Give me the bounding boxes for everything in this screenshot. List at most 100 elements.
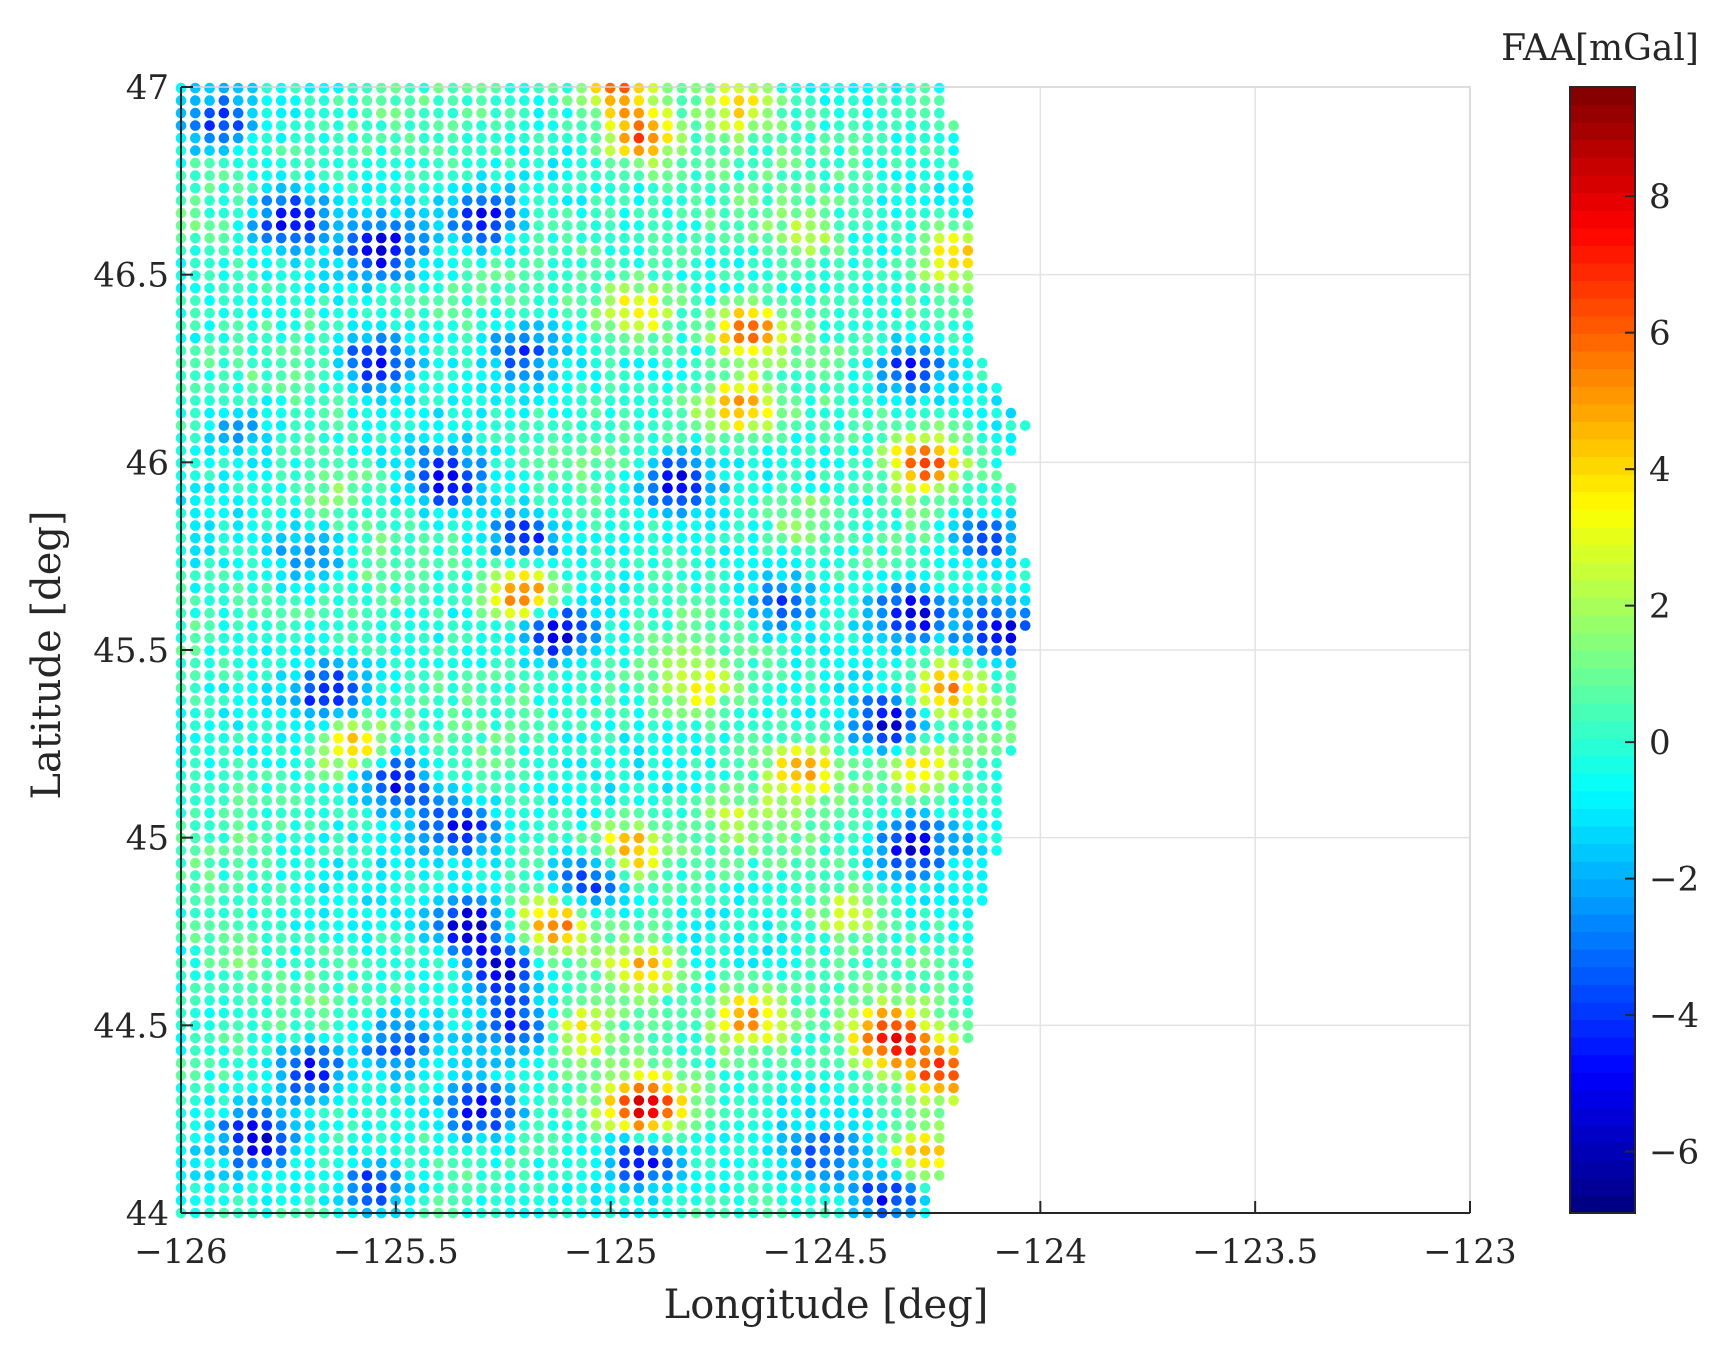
data-point — [218, 795, 230, 806]
data-point — [934, 270, 945, 281]
data-point — [562, 1045, 573, 1056]
data-point — [204, 1070, 215, 1081]
data-point — [533, 545, 544, 556]
data-point — [604, 745, 616, 756]
data-point — [504, 295, 516, 306]
data-point — [218, 232, 230, 244]
data-point — [562, 332, 573, 344]
data-point — [476, 520, 487, 531]
data-point — [476, 620, 487, 631]
data-point — [905, 1007, 916, 1019]
data-point — [934, 945, 945, 956]
data-point — [662, 745, 673, 756]
data-point — [962, 820, 974, 831]
data-point — [647, 545, 659, 556]
data-point — [218, 932, 230, 944]
data-point — [533, 345, 544, 356]
data-point — [934, 595, 945, 606]
data-point — [819, 1107, 831, 1119]
data-point — [318, 570, 330, 581]
data-point — [390, 1145, 401, 1156]
data-point — [232, 595, 244, 606]
data-point — [504, 682, 516, 694]
data-point — [819, 1170, 831, 1181]
data-point — [204, 545, 215, 556]
data-point — [418, 420, 430, 431]
data-point — [347, 645, 359, 656]
data-point — [833, 882, 845, 894]
data-point — [304, 857, 316, 869]
data-point — [619, 957, 630, 969]
data-point — [190, 370, 201, 381]
data-point — [232, 932, 244, 944]
data-point — [333, 695, 344, 706]
data-point — [390, 545, 401, 556]
data-point — [547, 507, 559, 519]
data-point — [819, 1057, 831, 1069]
data-point — [819, 645, 831, 656]
data-point — [948, 895, 959, 906]
data-point — [719, 720, 730, 731]
data-point — [562, 182, 573, 194]
data-point — [461, 957, 473, 969]
data-point — [619, 195, 630, 206]
data-point — [490, 1057, 502, 1069]
data-point — [547, 1170, 559, 1181]
data-point — [390, 857, 401, 869]
data-point — [833, 982, 845, 994]
data-point — [919, 370, 931, 381]
data-point — [390, 370, 401, 381]
data-point — [318, 845, 330, 856]
data-point — [891, 482, 902, 494]
data-point — [547, 607, 559, 619]
data-point — [318, 670, 330, 681]
data-point — [819, 907, 831, 919]
data-point — [905, 970, 916, 981]
data-point — [647, 720, 659, 731]
data-point — [261, 245, 273, 256]
data-point — [519, 857, 530, 869]
data-point — [461, 432, 473, 444]
data-point — [562, 545, 573, 556]
data-point — [991, 645, 1002, 656]
data-point — [447, 1045, 459, 1056]
data-point — [647, 1045, 659, 1056]
data-point — [719, 182, 730, 194]
data-point — [934, 395, 945, 406]
data-point — [876, 995, 888, 1006]
data-point — [619, 807, 630, 819]
data-point — [876, 720, 888, 731]
data-point — [390, 132, 401, 144]
data-point — [290, 245, 301, 256]
data-point — [647, 682, 659, 694]
data-point — [790, 1045, 802, 1056]
data-point — [461, 970, 473, 981]
data-point — [347, 332, 359, 344]
data-point — [819, 157, 831, 169]
data-point — [562, 845, 573, 856]
data-point — [647, 895, 659, 906]
data-point — [533, 1082, 544, 1094]
data-point — [948, 457, 959, 469]
data-point — [519, 832, 530, 844]
data-point — [519, 770, 530, 781]
data-point — [190, 257, 201, 269]
data-point — [891, 320, 902, 331]
data-point — [705, 707, 716, 719]
data-point — [418, 932, 430, 944]
data-point — [218, 645, 230, 656]
data-point — [490, 757, 502, 769]
data-point — [533, 420, 544, 431]
data-point — [304, 407, 316, 419]
data-point — [962, 407, 974, 419]
data-point — [676, 232, 688, 244]
data-point — [676, 1107, 688, 1119]
data-point — [318, 707, 330, 719]
data-point — [891, 882, 902, 894]
data-point — [390, 670, 401, 681]
data-point — [404, 832, 416, 844]
data-point — [318, 620, 330, 631]
data-point — [604, 257, 616, 269]
data-point — [962, 757, 974, 769]
data-point — [962, 507, 974, 519]
